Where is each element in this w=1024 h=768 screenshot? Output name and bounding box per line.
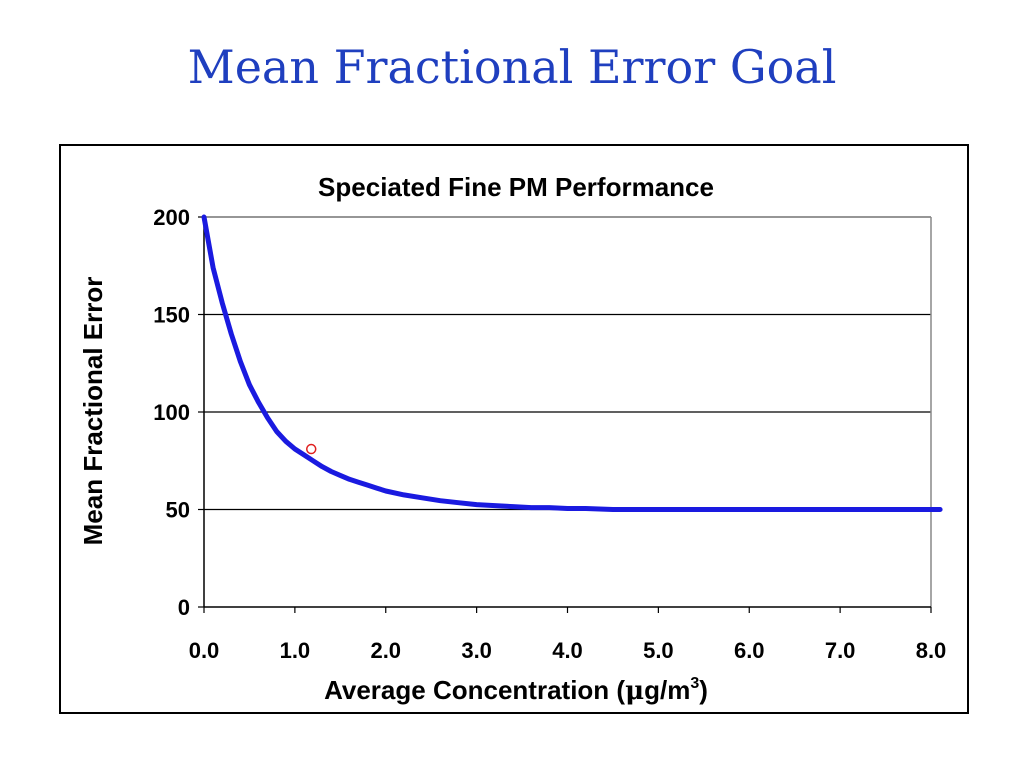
- x-tick-label-5.0: 5.0: [643, 638, 674, 663]
- y-tick-label-0: 0: [178, 595, 190, 620]
- x-tick-label-1.0: 1.0: [280, 638, 311, 663]
- x-axis-label-main: Average Concentration (: [324, 675, 625, 705]
- y-tick-label-200: 200: [153, 205, 190, 230]
- x-tick-label-7.0: 7.0: [825, 638, 856, 663]
- x-axis-label-unit: g/m: [644, 675, 690, 705]
- data-point-marker: [305, 443, 317, 455]
- chart-frame: Speciated Fine PM Performance 0 50 100 150 2…: [59, 144, 969, 714]
- x-tick-label-4.0: 4.0: [552, 638, 583, 663]
- y-tick-label-100: 100: [153, 400, 190, 425]
- y-tick-label-150: 150: [153, 303, 190, 328]
- chart-title: Speciated Fine PM Performance: [318, 172, 714, 202]
- y-axis-label: Mean Fractional Error: [78, 277, 108, 546]
- x-axis-label-close: ): [699, 675, 708, 705]
- line-chart: Speciated Fine PM Performance 0 50 100 150 2…: [78, 172, 947, 706]
- data-series: [201, 214, 943, 512]
- x-tick-label-2.0: 2.0: [370, 638, 401, 663]
- slide-title: Mean Fractional Error Goal: [187, 40, 837, 94]
- x-tick-labels: 0.0 1.0 2.0 3.0 4.0 5.0 6.0 7.0 8.0: [189, 638, 947, 663]
- series-line-0: [201, 214, 943, 512]
- x-tick-label-8.0: 8.0: [916, 638, 947, 663]
- axes: [198, 216, 932, 613]
- x-tick-label-6.0: 6.0: [734, 638, 765, 663]
- x-axis-label-sup: 3: [690, 675, 699, 692]
- x-tick-label-0.0: 0.0: [189, 638, 220, 663]
- x-tick-label-3.0: 3.0: [461, 638, 492, 663]
- gridlines: [204, 216, 931, 511]
- x-axis-label: Average Concentration (μg/m3): [324, 675, 708, 706]
- x-axis-label-mu: μ: [625, 676, 644, 706]
- y-tick-label-50: 50: [166, 498, 190, 523]
- y-tick-labels: 0 50 100 150 200: [153, 205, 190, 620]
